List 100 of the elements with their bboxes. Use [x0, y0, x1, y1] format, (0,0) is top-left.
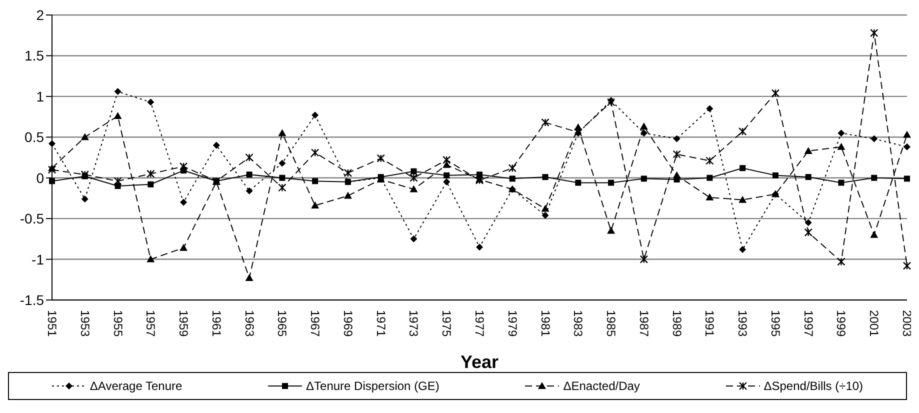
point — [476, 172, 482, 178]
legend-label: ΔTenure Dispersion (GE) — [306, 379, 440, 393]
point — [245, 274, 254, 282]
x-tick-label: 1969 — [340, 310, 355, 338]
point — [245, 153, 254, 162]
legend-label: ΔAverage Tenure — [90, 379, 182, 393]
point — [311, 202, 320, 209]
point — [148, 181, 154, 188]
point — [310, 148, 320, 157]
point — [212, 142, 220, 149]
point — [444, 172, 450, 178]
point — [739, 246, 746, 254]
x-tick-label: 1975 — [440, 310, 454, 338]
point — [575, 180, 582, 186]
x-tick-label: 1955 — [110, 310, 125, 338]
point — [278, 184, 286, 192]
point — [114, 177, 122, 186]
point — [608, 180, 614, 186]
point — [870, 135, 878, 142]
point — [278, 129, 286, 136]
point — [870, 28, 878, 38]
point — [147, 98, 154, 106]
point — [738, 127, 747, 136]
x-tick-label: 1973 — [406, 310, 421, 338]
point — [48, 140, 56, 148]
point — [740, 165, 746, 172]
point — [738, 196, 747, 203]
point — [344, 178, 351, 185]
point — [870, 230, 878, 238]
y-tick-label: -1 — [32, 251, 44, 268]
point — [772, 172, 778, 178]
point — [904, 176, 910, 182]
y-tick-label: 1.5 — [24, 48, 44, 64]
point — [904, 143, 910, 150]
point — [410, 185, 418, 192]
x-tick-label: 1987 — [636, 310, 651, 338]
point — [179, 162, 188, 171]
point — [443, 178, 450, 186]
point — [509, 176, 516, 182]
x-tick-label: 1979 — [505, 310, 520, 338]
point — [48, 166, 56, 174]
x-tick-label: 1981 — [538, 310, 552, 338]
point — [279, 174, 286, 181]
point — [640, 176, 647, 182]
point — [606, 98, 616, 106]
x-tick-label: 1953 — [78, 310, 92, 338]
point — [180, 244, 188, 251]
point — [278, 160, 286, 167]
point — [706, 156, 714, 165]
point — [114, 88, 122, 96]
x-tick-label: 1967 — [308, 310, 322, 338]
x-tick-label: 1977 — [472, 310, 486, 338]
point — [640, 130, 648, 137]
point — [442, 156, 451, 164]
x-tick-label: 1983 — [571, 310, 586, 338]
point — [344, 168, 352, 178]
point — [180, 198, 188, 206]
point — [871, 174, 878, 181]
point — [706, 174, 713, 181]
point — [805, 174, 812, 180]
y-tick-label: 0.5 — [24, 129, 44, 146]
point — [672, 150, 681, 158]
y-tick-label: -0.5 — [20, 210, 44, 227]
point — [80, 170, 89, 179]
point — [49, 178, 55, 184]
point — [673, 135, 680, 142]
point — [376, 154, 385, 162]
point — [838, 130, 845, 137]
x-tick-label: 1993 — [736, 310, 750, 338]
x-tick-label: 1989 — [670, 310, 684, 338]
point — [246, 187, 253, 194]
x-tick-label: 2001 — [867, 310, 882, 338]
y-tick-label: 1 — [36, 88, 44, 104]
point — [541, 204, 550, 212]
point — [804, 146, 812, 154]
point — [771, 89, 780, 98]
point — [706, 193, 714, 200]
point — [114, 112, 122, 119]
x-tick-label: 1999 — [834, 310, 848, 338]
point — [541, 118, 550, 127]
x-tick-label: 1997 — [801, 310, 816, 338]
legend-label: ΔSpend/Bills (÷10) — [764, 379, 864, 393]
point — [838, 180, 844, 186]
point — [607, 226, 616, 234]
x-tick-label: 1985 — [604, 310, 618, 338]
x-tick-label: 1971 — [374, 310, 388, 338]
point — [410, 168, 417, 174]
point — [542, 212, 549, 219]
point — [312, 112, 319, 119]
point — [804, 228, 812, 237]
point — [410, 235, 418, 242]
y-tick-label: 2 — [36, 6, 44, 23]
x-tick-label: 1991 — [702, 310, 717, 338]
point — [804, 219, 812, 226]
x-tick-label: 1963 — [242, 310, 256, 338]
point — [902, 262, 911, 270]
point — [476, 244, 483, 251]
legend-label: ΔEnacted/Day — [563, 379, 640, 393]
point — [80, 133, 89, 140]
y-tick-label: -1.5 — [20, 292, 44, 308]
